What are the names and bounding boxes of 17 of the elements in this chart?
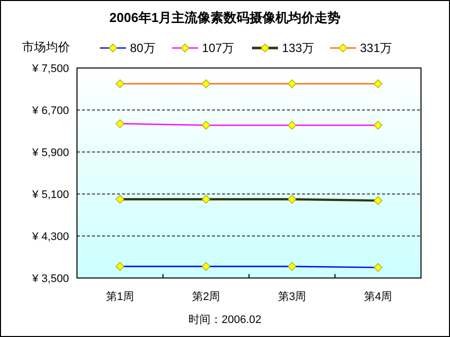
text: 时间：2006.02 [188,313,262,326]
x-tick-label: 第3周 [278,291,306,303]
legend-label: 80万 [130,41,156,56]
y-tick-label: ¥ 4,300 [31,230,69,243]
legend-label: 133万 [282,41,314,56]
x-tick-label: 第2周 [192,291,220,303]
legend-label: 107万 [202,41,234,56]
chart-title: 2006年1月主流像素数码摄像机均价走势 [109,10,341,25]
y-tick-label: ¥ 3,500 [31,272,69,285]
y-tick-label: ¥ 6,700 [31,104,69,117]
y-tick-label: ¥ 5,100 [31,188,69,201]
y-tick-label: ¥ 5,900 [31,146,69,159]
y-axis-title: 市场均价 [22,40,70,54]
y-tick-label: ¥ 7,500 [31,62,69,75]
legend-label: 331万 [360,41,392,56]
x-tick-label: 第4周 [364,291,392,303]
x-tick-label: 第1周 [106,291,134,303]
